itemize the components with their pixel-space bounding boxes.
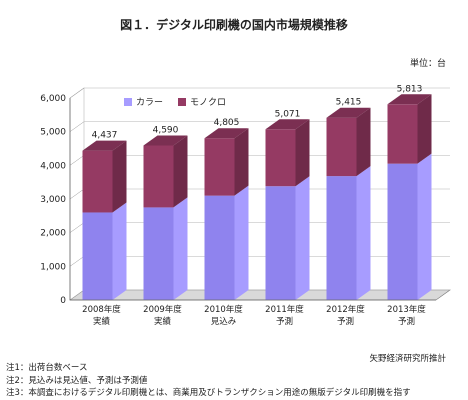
chart-title: 図１．デジタル印刷機の国内市場規模推移 [120,18,348,32]
bar-top [143,135,188,146]
x-tick-sublabel: 見込み [211,316,237,327]
bar-color-side [417,153,432,300]
bar-color-side [112,202,127,300]
gridline-depth [69,155,85,166]
bar-color [326,176,357,300]
bar-mono [387,104,418,164]
bar-color-side [295,176,310,300]
bar-color-side [356,166,371,300]
y-tick-label: 3,000 [40,195,66,205]
bar-mono-side [417,94,432,164]
bar-color-side [234,185,249,300]
y-tick-label: 4,000 [40,161,66,171]
bar-top [265,119,310,130]
bar-color [204,195,235,300]
bar-top [82,140,127,151]
bar-color [265,186,296,300]
bar-color [82,212,113,300]
source-note: 矢野経済研究所推計 [369,354,446,364]
data-label: 5,071 [275,109,301,119]
footnote-3: 注3：本調査におけるデジタル印刷機とは、商業用及びトランザクション用途の無版デジ… [6,388,411,398]
x-tick-sublabel: 実績 [154,316,172,327]
gridline-depth [69,256,85,267]
footnote-2: 注2：見込みは見込値、予測は予測値 [6,375,148,386]
x-tick-label: 2009年度 [143,304,182,315]
x-tick-sublabel: 実績 [93,316,111,327]
legend-swatch-color [124,97,132,106]
data-label: 5,415 [336,98,362,108]
x-tick-sublabel: 予測 [337,316,354,327]
bar-top [387,94,432,105]
data-label: 4,805 [214,118,240,128]
gridline-depth [69,87,85,99]
data-label: 4,437 [92,131,118,141]
legend-item-color: カラー [124,95,163,108]
y-tick-label: 6,000 [40,94,66,104]
x-tick-sublabel: 予測 [398,316,415,327]
unit-label: 単位：台 [409,59,446,69]
gridline-depth [69,222,85,233]
bar-mono [143,145,174,208]
legend-swatch-mono [178,97,186,106]
x-tick-label: 2010年度 [204,304,243,315]
y-tick-label: 5,000 [40,128,66,138]
y-tick-label: 2,000 [40,229,66,239]
y-tick-label: 1,000 [40,262,66,272]
data-label: 4,590 [153,125,179,135]
x-tick-label: 2008年度 [82,304,121,315]
bar-mono-side [112,140,127,213]
bar-mono [265,129,296,187]
x-tick-label: 2013年度 [387,304,426,315]
x-tick-sublabel: 予測 [276,316,293,327]
bar-top [204,128,249,139]
footnotes: 注1：出荷台数ベース 注2：見込みは見込値、予測は予測値 注3：本調査におけるデ… [6,362,411,400]
data-label: 5,813 [397,84,423,94]
bar-mono-side [356,107,371,177]
gridline-depth [69,289,85,301]
legend-label-color: カラー [136,98,164,108]
bar-mono-side [234,128,249,196]
y-tick-label: 0 [60,296,66,306]
gridline-depth [69,121,85,132]
bar-mono-side [173,135,188,208]
x-tick-label: 2012年度 [326,304,365,315]
footnote-1: 注1：出荷台数ベース [6,363,88,373]
x-tick-label: 2011年度 [265,304,304,315]
bar-mono [82,150,113,213]
bar-color-side [173,197,188,300]
bar-mono [204,138,235,196]
bar-mono [326,117,357,177]
bar-mono-side [295,119,310,187]
bar-top [326,107,371,118]
legend-label-mono: モノクロ [190,98,227,108]
gridline-depth [69,188,85,200]
legend-item-mono: モノクロ [178,95,226,108]
bar-color [143,207,174,300]
bar-color [387,163,418,300]
